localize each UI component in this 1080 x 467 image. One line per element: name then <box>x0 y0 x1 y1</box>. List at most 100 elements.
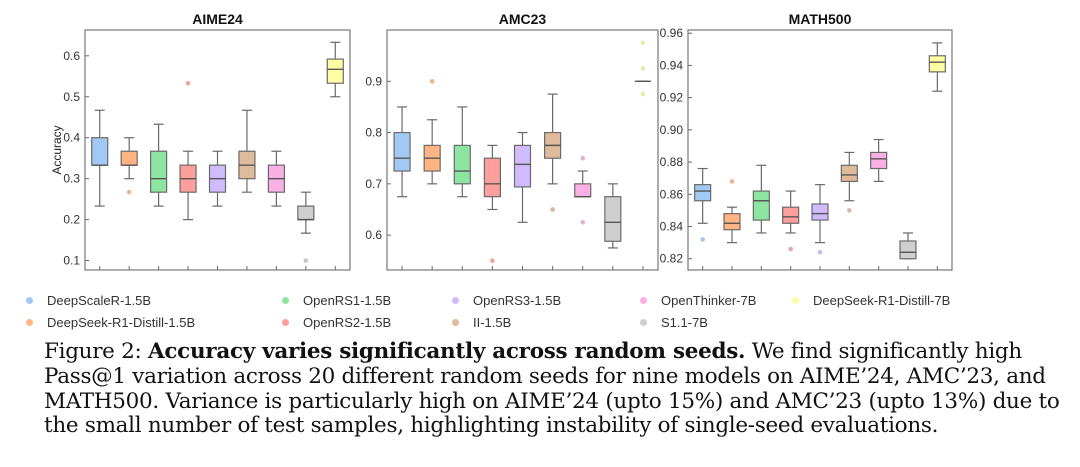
legend-label: OpenThinker-7B <box>661 293 757 308</box>
box-openrs2-1-5b <box>782 190 800 270</box>
iqr-box <box>604 196 622 242</box>
y-tick-label: 0.7 <box>365 177 382 191</box>
box-deepscaler-1-5b <box>694 167 712 270</box>
panel-math500: MATH500 0.82 0.84 0.86 0.88 0.90 0.92 0.94 0.96 <box>660 11 953 271</box>
legend-item: DeepScaleR-1.5B <box>26 293 151 308</box>
y-tick-label: 0.1 <box>63 254 80 268</box>
box-ii-1-5b <box>840 151 858 270</box>
figure-caption: Figure 2: Accuracy varies significantly … <box>44 339 1074 439</box>
y-tick-label: 0.94 <box>660 58 684 72</box>
legend-marker <box>282 297 289 304</box>
plot-frame <box>687 29 953 271</box>
panel-title: AMC23 <box>499 11 547 27</box>
iqr-box <box>393 131 411 172</box>
y-tick-label: 0.4 <box>63 131 80 145</box>
outlier-point <box>580 220 586 225</box>
iqr-box <box>840 164 858 183</box>
y-tick-label: 0.9 <box>365 74 382 88</box>
outlier-point <box>580 155 586 161</box>
box-openrs3-1-5b <box>513 131 532 270</box>
iqr-box <box>120 150 138 166</box>
legend-marker <box>282 319 289 326</box>
caption-text: We find significantly high Pass@1 variat… <box>44 339 1060 439</box>
y-tick-label: 0.82 <box>660 252 684 266</box>
outlier-point <box>700 237 705 242</box>
legend-item: OpenRS1-1.5B <box>282 293 391 308</box>
y-tick-label: 0.5 <box>63 90 80 104</box>
iqr-box <box>694 184 712 202</box>
legend-marker <box>792 297 799 304</box>
iqr-box <box>91 137 109 166</box>
legend-item: S1.1-7B <box>640 315 708 330</box>
box-deepseek-r1-distill-7b <box>634 40 651 270</box>
y-tick-label: 0.88 <box>660 155 684 169</box>
box-openthinker-7b <box>870 138 888 270</box>
legend-label: DeepSeek-R1-Distill-1.5B <box>47 315 196 330</box>
iqr-box <box>870 151 888 170</box>
outlier-point <box>817 249 823 255</box>
outlier-point <box>788 246 793 252</box>
box-openthinker-7b <box>574 155 592 270</box>
y-tick-label: 0.90 <box>660 123 684 137</box>
box-ii-1-5b <box>544 93 562 270</box>
iqr-box <box>811 203 829 221</box>
legend-label: OpenRS2-1.5B <box>303 315 392 330</box>
caption-prefix: Figure 2: <box>44 339 148 364</box>
legend-marker <box>452 319 459 326</box>
box-deepseek-r1-distill-7b <box>326 41 344 270</box>
box-deepseek-r1-distill-7b <box>928 42 946 270</box>
y-tick-label: 0.84 <box>660 220 684 234</box>
panel-amc23: AMC23 0.6 0.7 0.8 0.9 <box>365 11 659 271</box>
legend-marker <box>640 297 647 304</box>
legend-marker <box>452 297 459 304</box>
iqr-box <box>326 58 344 84</box>
box-openrs1-1-5b <box>150 123 168 270</box>
outlier-point <box>185 80 191 86</box>
legend: DeepScaleR-1.5B OpenRS1-1.5B OpenRS3-1.5… <box>0 288 1080 334</box>
box-deepseek-r1-distill-1-5b <box>423 78 441 270</box>
outlier-point <box>550 207 555 212</box>
box-deepscaler-1-5b <box>91 109 109 270</box>
legend-marker <box>26 319 33 326</box>
y-tick-label: 0.92 <box>660 91 684 105</box>
panel-title: MATH500 <box>789 11 852 27</box>
legend-item: DeepSeek-R1-Distill-1.5B <box>26 315 195 330</box>
outlier-point <box>729 179 735 184</box>
box-openrs1-1-5b <box>752 164 770 270</box>
iqr-box <box>752 190 770 221</box>
plot-frame <box>386 29 659 271</box>
outlier-point <box>303 258 309 263</box>
box-ii-1-5b <box>238 109 256 270</box>
iqr-box <box>574 183 592 198</box>
box-deepscaler-1-5b <box>393 106 411 270</box>
legend-label: II-1.5B <box>473 315 512 330</box>
legend-marker <box>26 297 33 304</box>
legend-label: OpenRS1-1.5B <box>303 293 392 308</box>
legend-label: DeepSeek-R1-Distill-7B <box>813 293 951 308</box>
legend-label: OpenRS3-1.5B <box>473 293 562 308</box>
y-tick-label: 0.6 <box>63 49 80 63</box>
legend-item: OpenRS3-1.5B <box>452 293 561 308</box>
legend-item: DeepSeek-R1-Distill-7B <box>792 293 950 308</box>
outlier-point <box>640 91 646 97</box>
y-tick-label: 0.8 <box>365 126 382 140</box>
box-openrs3-1-5b <box>208 150 227 270</box>
legend-item: OpenThinker-7B <box>640 293 756 308</box>
box-s1-1-7b <box>899 232 917 270</box>
iqr-box <box>723 213 741 231</box>
box-openrs3-1-5b <box>811 184 829 270</box>
y-tick-label: 0.86 <box>660 187 684 201</box>
iqr-box <box>150 150 168 193</box>
iqr-box <box>453 144 471 185</box>
y-axis-label: Accuracy <box>50 125 64 174</box>
iqr-box <box>899 240 917 260</box>
box-openrs2-1-5b <box>179 80 197 270</box>
box-s1-1-7b <box>297 191 315 270</box>
iqr-box <box>483 157 501 198</box>
outlier-point <box>640 66 646 71</box>
box-openrs1-1-5b <box>453 106 471 270</box>
box-s1-1-7b <box>604 183 622 270</box>
legend-item: OpenRS2-1.5B <box>282 315 391 330</box>
iqr-box <box>782 206 800 224</box>
iqr-box <box>297 205 315 221</box>
